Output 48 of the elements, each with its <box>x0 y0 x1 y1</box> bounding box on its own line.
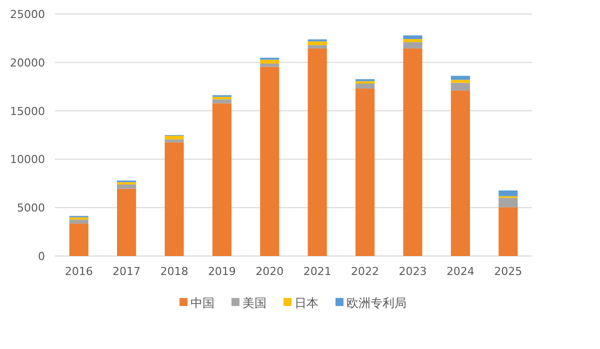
bar <box>450 76 470 80</box>
x-tick-label: 2021 <box>303 265 332 278</box>
bar <box>164 142 184 256</box>
bar <box>260 60 280 64</box>
bar <box>450 82 470 91</box>
bar <box>450 90 470 256</box>
x-tick-label: 2023 <box>398 265 427 278</box>
bar <box>308 45 327 48</box>
y-tick-label: 0 <box>38 250 45 263</box>
x-tick-label: 2025 <box>494 265 522 278</box>
y-tick-label: 5000 <box>17 202 45 215</box>
bar <box>498 198 518 208</box>
bar <box>212 96 232 100</box>
bar <box>260 63 280 67</box>
bar <box>117 188 136 256</box>
bar <box>403 48 422 256</box>
y-tick-label: 10000 <box>10 153 45 166</box>
legend-label: 中国 <box>190 296 214 310</box>
bar <box>403 35 422 40</box>
bar <box>164 136 184 140</box>
y-tick-label: 25000 <box>10 8 45 21</box>
bar <box>69 224 88 256</box>
bar <box>69 220 88 224</box>
x-tick-label: 2018 <box>160 265 188 278</box>
bar <box>212 103 232 256</box>
bar <box>450 80 470 83</box>
bar <box>260 66 280 256</box>
bar <box>403 39 422 42</box>
bar <box>356 88 375 256</box>
bar <box>498 207 518 256</box>
x-tick-label: 2016 <box>64 265 93 278</box>
y-tick-label: 15000 <box>10 104 45 118</box>
y-tick-label: 20000 <box>10 56 45 70</box>
legend-label: 日本 <box>294 296 318 310</box>
bar <box>356 84 375 89</box>
bar <box>308 41 327 46</box>
bar <box>498 190 518 196</box>
bar <box>117 184 136 189</box>
bar <box>164 139 184 142</box>
legend-label: 美国 <box>242 296 266 310</box>
bar <box>403 42 422 48</box>
legend-label: 欧洲专利局 <box>346 296 406 310</box>
x-tick-label: 2019 <box>208 265 236 278</box>
x-tick-label: 2017 <box>112 265 141 278</box>
bar <box>308 48 327 256</box>
x-tick-label: 2020 <box>256 265 284 278</box>
x-tick-label: 2022 <box>351 265 380 278</box>
x-tick-label: 2024 <box>446 265 474 278</box>
